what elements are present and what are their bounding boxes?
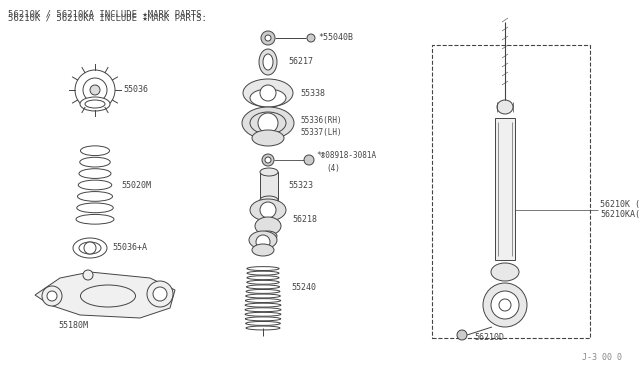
Ellipse shape [246, 321, 280, 326]
Ellipse shape [77, 192, 113, 201]
Ellipse shape [80, 157, 110, 167]
Text: 55338: 55338 [300, 89, 325, 97]
Ellipse shape [76, 214, 114, 224]
Bar [260, 172, 278, 200]
Circle shape [90, 85, 100, 95]
Ellipse shape [81, 285, 136, 307]
Ellipse shape [250, 112, 286, 134]
Ellipse shape [259, 231, 277, 241]
Ellipse shape [252, 244, 274, 256]
Circle shape [75, 70, 115, 110]
Ellipse shape [263, 54, 273, 70]
Circle shape [483, 283, 527, 327]
Text: 55336(RH): 55336(RH) [300, 115, 342, 125]
Bar [432, 45, 590, 338]
Ellipse shape [259, 49, 277, 75]
Ellipse shape [245, 312, 281, 316]
Ellipse shape [245, 317, 281, 321]
Ellipse shape [245, 299, 281, 302]
Ellipse shape [247, 267, 279, 270]
Text: 56210D: 56210D [474, 334, 504, 343]
Circle shape [499, 299, 511, 311]
Circle shape [42, 286, 62, 306]
Circle shape [260, 85, 276, 101]
Circle shape [261, 31, 275, 45]
Text: 56210K (RH): 56210K (RH) [600, 201, 640, 209]
Circle shape [256, 235, 270, 249]
Circle shape [262, 154, 274, 166]
Ellipse shape [79, 169, 111, 179]
Circle shape [84, 242, 96, 254]
Ellipse shape [246, 289, 280, 294]
Ellipse shape [247, 280, 279, 284]
Ellipse shape [247, 271, 279, 275]
Circle shape [147, 281, 173, 307]
Text: 56210K / 56210KA INCLUDE ★MARK PARTS.: 56210K / 56210KA INCLUDE ★MARK PARTS. [8, 13, 207, 22]
Circle shape [457, 330, 467, 340]
Ellipse shape [242, 107, 294, 139]
Ellipse shape [250, 199, 286, 221]
Ellipse shape [252, 130, 284, 146]
Ellipse shape [247, 276, 279, 280]
Text: J-3 00 0: J-3 00 0 [582, 353, 622, 362]
Ellipse shape [246, 294, 280, 298]
Text: *®08918-3081A: *®08918-3081A [316, 151, 376, 160]
Text: 56210KA(LH): 56210KA(LH) [600, 211, 640, 219]
Text: (4): (4) [326, 164, 340, 173]
Text: 56218: 56218 [292, 215, 317, 224]
Polygon shape [35, 272, 175, 318]
Bar [495, 118, 515, 260]
Ellipse shape [85, 100, 105, 108]
Circle shape [83, 78, 107, 102]
Circle shape [258, 113, 278, 133]
Ellipse shape [246, 326, 280, 330]
Circle shape [304, 155, 314, 165]
Text: 55323: 55323 [288, 182, 313, 190]
Ellipse shape [245, 308, 281, 312]
Ellipse shape [246, 285, 280, 289]
Text: 55036: 55036 [123, 86, 148, 94]
Circle shape [153, 287, 167, 301]
Ellipse shape [81, 146, 109, 155]
Text: *55040B: *55040B [318, 33, 353, 42]
Ellipse shape [80, 97, 110, 111]
Circle shape [491, 291, 519, 319]
Ellipse shape [249, 231, 277, 249]
Ellipse shape [245, 303, 281, 307]
Circle shape [47, 291, 57, 301]
Text: 55036+A: 55036+A [112, 244, 147, 253]
Ellipse shape [250, 89, 286, 107]
Ellipse shape [79, 242, 101, 254]
Circle shape [307, 34, 315, 42]
Ellipse shape [491, 263, 519, 281]
Ellipse shape [260, 196, 278, 204]
Ellipse shape [73, 238, 107, 258]
Ellipse shape [78, 180, 112, 190]
Circle shape [260, 202, 276, 218]
Text: 55337(LH): 55337(LH) [300, 128, 342, 137]
Circle shape [83, 270, 93, 280]
Circle shape [265, 157, 271, 163]
Text: 55240: 55240 [291, 283, 316, 292]
Text: 55020M: 55020M [121, 180, 151, 189]
Text: 55180M: 55180M [58, 321, 88, 330]
Text: 56217: 56217 [288, 58, 313, 67]
Ellipse shape [243, 79, 293, 107]
Ellipse shape [255, 217, 281, 235]
Ellipse shape [497, 100, 513, 114]
Text: 56210K / 56210KA INCLUDE ★MARK PARTS.: 56210K / 56210KA INCLUDE ★MARK PARTS. [8, 10, 207, 19]
Ellipse shape [260, 168, 278, 176]
Circle shape [265, 35, 271, 41]
Ellipse shape [77, 203, 113, 213]
